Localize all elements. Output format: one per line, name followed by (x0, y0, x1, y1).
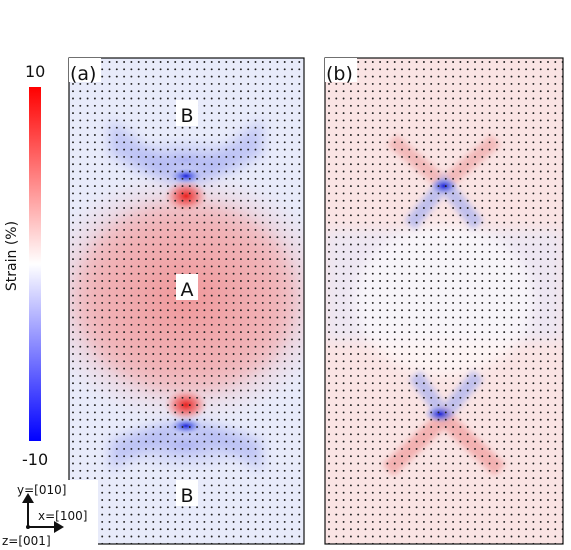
panel-a-frame (68, 57, 305, 545)
axes-indicator (22, 493, 64, 533)
panel-a-lower-red-hotspot (164, 389, 208, 421)
panel-b-upper-blue-hotspot (430, 177, 458, 195)
colorbar-min-label: -10 (22, 450, 48, 469)
y-axis-label: y=[010] (17, 483, 66, 497)
panel-b (324, 57, 564, 545)
panel-a-lower-blue-hotspot (170, 418, 202, 434)
axes-indicator-background (0, 480, 98, 550)
colorbar-axis-label: Strain (%) (4, 221, 20, 291)
y-arrow-head (22, 493, 34, 503)
x-arrow-head (54, 521, 64, 533)
panel-a (68, 57, 305, 545)
colorbar-max-label: 10 (25, 62, 45, 81)
panel-b-label: (b) (326, 63, 353, 85)
colorbar (29, 87, 41, 441)
colorbar-gradient (29, 87, 41, 441)
z-axis-label: z=[001] (2, 534, 51, 548)
panel-a-atom-lattice (72, 61, 301, 544)
region-label-bottom: B (180, 485, 193, 507)
z-axis-marker (26, 525, 30, 529)
region-label-center: A (181, 279, 194, 301)
panel-a-upper-red-hotspot (164, 180, 208, 212)
panel-a-label: (a) (70, 63, 96, 85)
panel-b-lower-blue-hotspot (424, 405, 456, 423)
panel-b-frame (324, 57, 564, 545)
x-axis-label: x=[100] (38, 509, 87, 523)
panel-a-upper-blue-hotspot (170, 168, 202, 184)
region-label-top: B (180, 105, 193, 127)
